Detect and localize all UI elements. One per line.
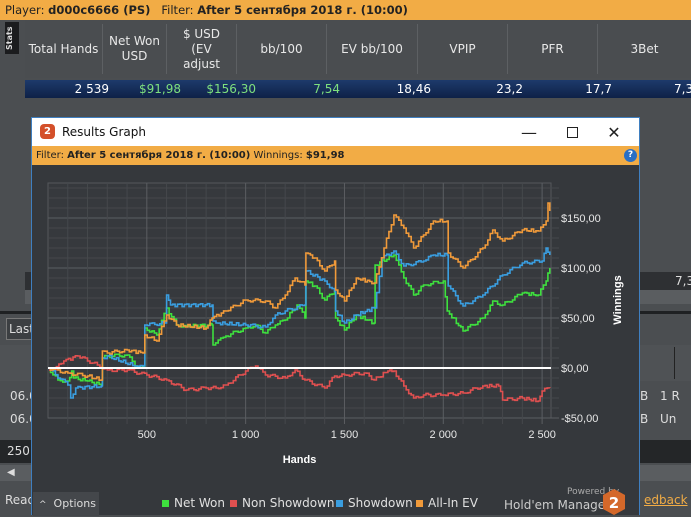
totals-count: 250 bbox=[7, 444, 30, 458]
series-line-net-won bbox=[48, 254, 551, 386]
results-chart: -$50,00 $0,00 $50,00 $100,00 $150,00 500 1 000… bbox=[47, 182, 624, 466]
legend-label: Net Won bbox=[174, 496, 225, 510]
cell-ev-bb100: 18,46 bbox=[396, 82, 431, 96]
x-axis-label: Hands bbox=[283, 454, 317, 466]
legend-item[interactable]: Net Won bbox=[162, 496, 225, 510]
legend-item[interactable]: All-In EV bbox=[416, 496, 478, 510]
col-3bet[interactable]: 3Bet bbox=[630, 41, 659, 56]
legend-swatch bbox=[162, 499, 169, 507]
filter-value: After 5 сентября 2018 г. (10:00) bbox=[67, 150, 251, 161]
col-net-won[interactable]: Net Won USD bbox=[103, 24, 167, 74]
app-logo-icon: 2 bbox=[40, 124, 55, 139]
legend-label: Showdown bbox=[348, 496, 413, 510]
legend-label: Non Showdown bbox=[242, 496, 335, 510]
col-ev-adjusted[interactable]: $ USD (EV adjust bbox=[167, 24, 237, 74]
y-axis-label: Winnings bbox=[612, 275, 624, 324]
stats-tab[interactable]: Stats bbox=[5, 22, 19, 54]
x-tick-label: 1 000 bbox=[232, 429, 260, 441]
table-row[interactable]: 2 539 $91,98 $156,30 7,54 18,46 23,2 17,… bbox=[25, 80, 691, 98]
legend-swatch bbox=[416, 499, 423, 507]
cell-vpip: 23,2 bbox=[496, 82, 523, 96]
series-line-showdown bbox=[48, 247, 551, 399]
y-tick-label: -$50,00 bbox=[561, 413, 598, 425]
chevron-up-icon: ^ bbox=[39, 500, 47, 510]
filter-value: After 5 сентября 2018 г. (10:00) bbox=[197, 3, 408, 17]
window-titlebar[interactable]: 2 Results Graph — ✕ bbox=[32, 118, 639, 146]
window-title: Results Graph bbox=[62, 125, 146, 139]
svg-text:2: 2 bbox=[609, 494, 619, 512]
filter-label: Filter: bbox=[36, 150, 64, 161]
maximize-button[interactable] bbox=[552, 118, 592, 146]
col-total-hands[interactable]: Total Hands bbox=[25, 24, 103, 74]
winnings-label: Winnings: bbox=[253, 150, 303, 161]
graph-filter-bar: Filter: After 5 сентября 2018 г. (10:00)… bbox=[32, 146, 639, 165]
cell-net-won: $91,98 bbox=[139, 82, 181, 96]
y-tick-label: $100,00 bbox=[561, 263, 601, 275]
y-tick-label: $50,00 bbox=[561, 313, 595, 325]
date-range-value: Last bbox=[9, 322, 34, 336]
session-cell: 1 R bbox=[660, 389, 680, 403]
options-button[interactable]: ^ Options bbox=[33, 492, 99, 516]
summary-3bet: 7,3 bbox=[675, 274, 691, 288]
feedback-link[interactable]: edback bbox=[644, 493, 688, 507]
scroll-left-icon[interactable]: ◀ bbox=[7, 467, 15, 478]
x-tick-label: 500 bbox=[138, 429, 156, 441]
series-line-non-showdown bbox=[48, 355, 551, 403]
hem-logo-icon: 2 bbox=[603, 489, 625, 515]
session-date: 06.0 bbox=[10, 389, 37, 403]
winnings-value: $91,98 bbox=[305, 150, 345, 161]
minimize-button[interactable]: — bbox=[521, 122, 537, 142]
session-date: 06.0 bbox=[10, 412, 37, 426]
powered-by-text: Powered by bbox=[567, 487, 620, 497]
results-graph-window: 2 Results Graph — ✕ Filter: After 5 сент… bbox=[31, 117, 640, 516]
status-text: Read bbox=[5, 493, 36, 507]
session-cell: B bbox=[640, 389, 649, 403]
series-line-all-in-ev bbox=[48, 202, 551, 381]
legend-swatch bbox=[336, 499, 343, 507]
cell-3bet: 7,3 bbox=[674, 82, 691, 96]
player-filter-bar: Player: d000c6666 (PS) Filter: After 5 с… bbox=[0, 0, 691, 20]
x-tick-label: 2 000 bbox=[430, 429, 458, 441]
brand-name: Hold'em Manager bbox=[504, 498, 611, 512]
legend-label: All-In EV bbox=[428, 496, 478, 510]
col-ev-bb100[interactable]: EV bb/100 bbox=[327, 24, 418, 74]
legend-item[interactable]: Showdown bbox=[336, 496, 413, 510]
session-cell: B bbox=[640, 412, 649, 426]
filter-label: Filter: bbox=[161, 3, 194, 17]
legend-item[interactable]: Non Showdown bbox=[230, 496, 335, 510]
player-label: Player: bbox=[5, 3, 45, 17]
x-tick-label: 2 500 bbox=[528, 429, 556, 441]
plot-area bbox=[47, 182, 552, 419]
close-button[interactable]: ✕ bbox=[607, 122, 621, 142]
col-bb100[interactable]: bb/100 bbox=[237, 24, 327, 74]
legend-swatch bbox=[230, 499, 237, 507]
cell-pfr: 17,7 bbox=[585, 82, 612, 96]
cell-ev-adjusted: $156,30 bbox=[206, 82, 256, 96]
session-cell: Un bbox=[660, 412, 677, 426]
options-label: Options bbox=[53, 497, 96, 510]
help-icon[interactable]: ? bbox=[624, 149, 637, 162]
cell-bb100: 7,54 bbox=[313, 82, 340, 96]
cell-total-hands: 2 539 bbox=[74, 82, 109, 96]
x-tick-label: 1 500 bbox=[331, 429, 359, 441]
player-name: d000c6666 (PS) bbox=[48, 3, 151, 17]
y-tick-label: $150,00 bbox=[561, 213, 601, 225]
col-vpip[interactable]: VPIP bbox=[418, 24, 508, 74]
stats-table-header: Total Hands Net Won USD $ USD (EV adjust… bbox=[25, 20, 691, 78]
col-pfr[interactable]: PFR bbox=[508, 24, 598, 74]
y-tick-label: $0,00 bbox=[561, 363, 589, 375]
